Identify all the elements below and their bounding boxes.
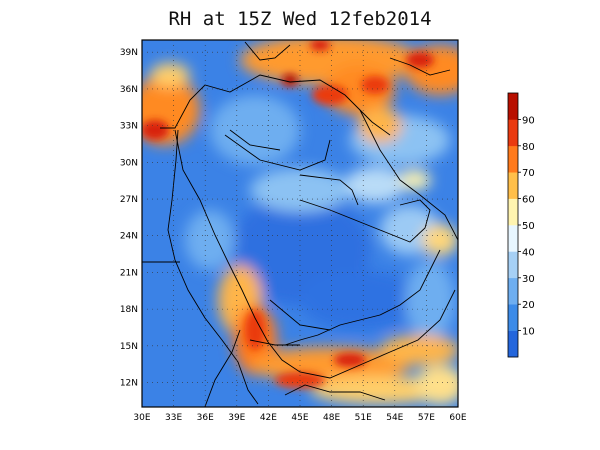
graticule: [142, 40, 458, 407]
x-tick-label: 39E: [228, 413, 245, 423]
x-tick-label: 36E: [197, 413, 214, 423]
colorbar-swatch: [508, 172, 518, 199]
colorbar-swatch: [508, 198, 518, 226]
colorbar-swatch: [508, 251, 518, 279]
y-tick-label: 18N: [120, 305, 138, 315]
y-tick-label: 24N: [120, 232, 138, 242]
x-tick-label: 48E: [323, 413, 340, 423]
x-tick-label: 45E: [291, 413, 308, 423]
boundaries: [142, 41, 458, 407]
colorbar-label: 30: [522, 274, 535, 285]
colorbar-label: 50: [522, 221, 535, 232]
y-tick-labels: 12N 15N 18N 21N 24N 27N 30N 33N 36N 39N: [120, 48, 138, 388]
colorbar-swatch: [508, 119, 518, 147]
colorbar-swatch: [508, 304, 518, 331]
colorbar-swatch: [508, 145, 518, 173]
y-tick-label: 39N: [120, 48, 138, 58]
colorbar-label: 40: [522, 247, 535, 258]
colorbar-swatch: [508, 330, 518, 358]
x-tick-label: 33E: [165, 413, 182, 423]
y-tick-label: 12N: [120, 379, 138, 389]
colorbar-label: 60: [522, 195, 535, 206]
y-tick-label: 27N: [120, 195, 138, 205]
x-tick-label: 30E: [133, 413, 150, 423]
colorbar-label: 20: [522, 300, 535, 311]
colorbar-label: 10: [522, 327, 535, 338]
colorbar-label: 70: [522, 168, 535, 179]
y-tick-label: 21N: [120, 268, 138, 278]
y-tick-label: 36N: [120, 85, 138, 95]
rh-field: [142, 40, 458, 407]
colorbar-swatch: [508, 93, 518, 120]
y-tick-label: 30N: [120, 158, 138, 168]
x-tick-label: 42E: [260, 413, 277, 423]
y-tick-label: 33N: [120, 122, 138, 132]
y-tick-label: 15N: [120, 342, 138, 352]
colorbar-label: 80: [522, 142, 535, 153]
colorbar-labels: 10 20 30 40 50 60 70 80 90: [522, 115, 535, 337]
x-tick-label: 60E: [449, 413, 466, 423]
colorbar-label: 90: [522, 115, 535, 126]
x-tick-label: 51E: [355, 413, 372, 423]
colorbar-swatch: [508, 225, 518, 252]
colorbar: [507, 92, 521, 358]
colorbar-swatch: [508, 277, 518, 305]
x-tick-label: 57E: [418, 413, 435, 423]
x-tick-label: 54E: [386, 413, 403, 423]
map-title: RH at 15Z Wed 12feb2014: [168, 8, 432, 30]
x-tick-labels: 30E 33E 36E 39E 42E 45E 48E 51E 54E 57E 60E: [133, 413, 466, 423]
